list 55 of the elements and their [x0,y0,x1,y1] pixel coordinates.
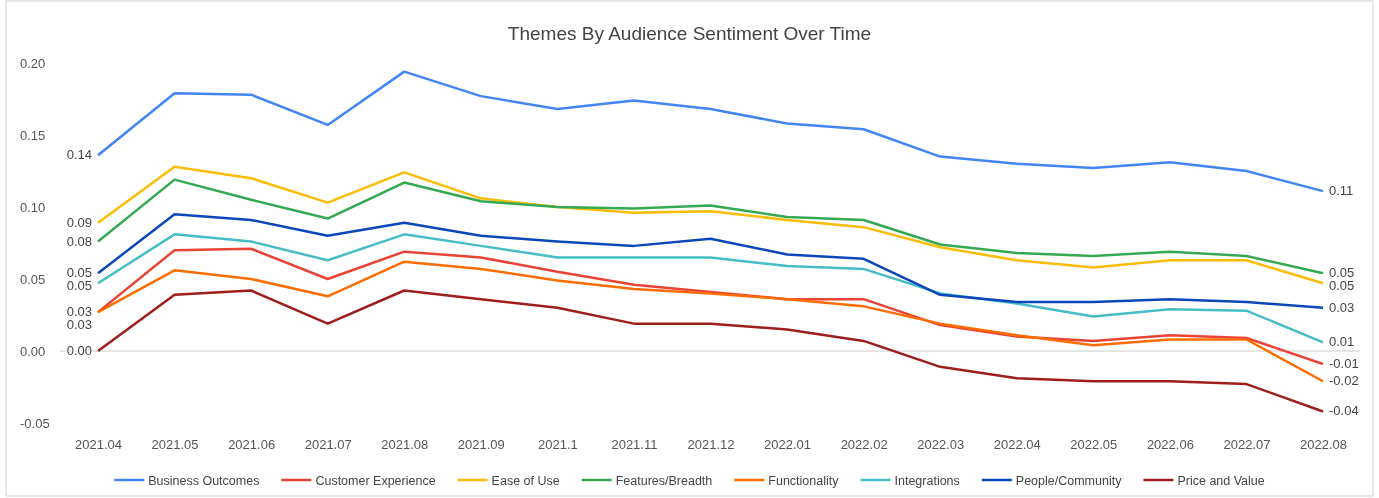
legend-label: Functionality [768,473,840,488]
data-label: 0.03 [1329,299,1355,315]
legend-label: Integrations [894,473,960,488]
legend-label: Features/Breadth [615,473,713,488]
y-tick-label: 0.15 [20,127,46,143]
x-tick-label: 2022.05 [1070,437,1118,453]
line-series [96,289,1325,413]
legend-label: Customer Experience [315,473,436,488]
data-label: -0.01 [1329,355,1359,371]
x-tick-label: 2022.04 [993,437,1041,453]
legend-label: Price and Value [1177,473,1265,488]
data-label: 0.08 [66,233,92,249]
data-label: 0.14 [66,147,92,163]
data-label: 0.03 [66,317,92,333]
data-label: -0.04 [1329,403,1359,419]
data-label: -0.02 [1329,373,1359,389]
data-label: 0.05 [66,265,92,281]
data-label: 0.05 [66,278,92,294]
x-tick-label: 2021.06 [228,437,276,453]
line-series [96,260,1325,383]
y-tick-label: 0.00 [20,343,46,359]
x-tick-label: 2022.01 [764,437,812,453]
legend-label: Ease of Use [491,473,560,488]
x-tick-label: 2022.02 [840,437,888,453]
x-tick-label: 2021.1 [537,437,578,453]
line-series [96,165,1325,285]
x-tick-label: 2021.05 [151,437,199,453]
legend-label: Business Outcomes [148,473,260,488]
line-series [96,233,1325,344]
x-tick-label: 2021.11 [611,437,658,453]
data-label: 0.09 [66,214,92,230]
y-tick-label: 0.20 [20,55,46,71]
x-tick-label: 2021.12 [687,437,735,453]
x-tick-label: 2021.09 [457,437,505,453]
x-tick-label: 2021.07 [304,437,352,453]
legend-label: People/Community [1015,473,1123,488]
data-label: 0.05 [1329,265,1355,281]
x-tick-label: 2022.06 [1146,437,1194,453]
x-tick-label: 2022.07 [1223,437,1271,453]
data-label: 0.05 [1329,278,1355,294]
line-series [96,212,1325,310]
data-label: 0.01 [1329,334,1355,350]
x-tick-label: 2022.03 [917,437,965,453]
y-tick-label: 0.10 [20,199,46,215]
data-label: 0.11 [1329,183,1354,199]
chart-title: Themes By Audience Sentiment Over Time [507,23,872,44]
data-label: 0.00 [66,343,92,358]
line-series [96,70,1325,193]
x-tick-label: 2022.08 [1300,437,1347,453]
x-tick-label: 2021.08 [381,437,429,453]
line-series [96,178,1325,275]
data-label: 0.03 [66,304,92,320]
x-tick-label: 2021.04 [75,437,122,453]
y-tick-label: -0.05 [20,415,50,431]
y-tick-label: 0.05 [20,271,46,287]
